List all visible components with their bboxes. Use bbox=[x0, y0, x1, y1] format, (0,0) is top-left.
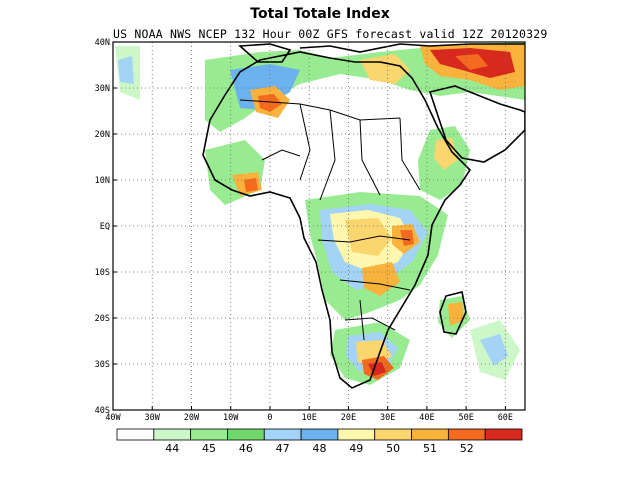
lon-tick-label: 50E bbox=[458, 413, 473, 423]
border-9 bbox=[359, 299, 365, 341]
border-4 bbox=[359, 119, 381, 196]
lon-tick-label: 20E bbox=[341, 413, 356, 423]
lat-tick-label: 20N bbox=[95, 130, 110, 140]
colorbar-swatch bbox=[153, 428, 192, 441]
colorbar-label: 45 bbox=[202, 442, 216, 455]
arabia-coast bbox=[428, 85, 525, 163]
lon-tick-label: 20W bbox=[184, 413, 200, 423]
colorbar-swatch bbox=[484, 428, 523, 441]
colorbar-label: 47 bbox=[276, 442, 290, 455]
colorbar-label: 50 bbox=[386, 442, 400, 455]
lat-tick-label: 20S bbox=[95, 314, 110, 324]
map-title: Total Totale Index bbox=[250, 6, 390, 22]
border-6 bbox=[317, 235, 411, 243]
lat-tick-label: 10S bbox=[95, 268, 110, 278]
lon-tick-label: 40W bbox=[105, 413, 121, 423]
lon-tick-label: 0 bbox=[267, 413, 272, 423]
field-blue-sw bbox=[480, 334, 508, 366]
lon-tick-label: 10E bbox=[302, 413, 317, 423]
field-red-wa bbox=[244, 178, 258, 192]
field-orange-mg bbox=[448, 302, 464, 326]
grid-lines bbox=[113, 42, 525, 410]
colorbar-swatch bbox=[374, 428, 412, 441]
lon-tick-label: 30E bbox=[380, 413, 395, 423]
madagascar-coast bbox=[439, 291, 467, 335]
colorbar-label: 49 bbox=[349, 442, 363, 455]
colorbar-swatch bbox=[337, 428, 376, 441]
colorbar-swatch bbox=[116, 428, 155, 441]
africa-coastline bbox=[202, 51, 472, 389]
lon-tick-label: 40E bbox=[419, 413, 434, 423]
colorbar: 44 45 46 47 48 49 50 51 52 bbox=[116, 428, 523, 455]
lon-tick-label: 30W bbox=[145, 413, 161, 423]
iberia-coast bbox=[238, 43, 292, 63]
lat-tick-label: 10N bbox=[95, 176, 110, 186]
colorbar-label: 44 bbox=[165, 442, 179, 455]
lat-tick-label: 30N bbox=[95, 84, 110, 94]
colorbar-swatch bbox=[190, 428, 228, 441]
colorbar-label: 48 bbox=[313, 442, 327, 455]
lat-axis: 40N 30N 20N 10N EQ 10S 20S 30S 40S bbox=[95, 38, 117, 416]
colorbar-label: 52 bbox=[460, 442, 474, 455]
colorbar-swatch bbox=[447, 428, 486, 441]
field-orange-ca2 bbox=[362, 262, 400, 296]
field-red-ca bbox=[400, 230, 414, 246]
field-yellow2-ca bbox=[345, 218, 392, 256]
colorbar-label: 46 bbox=[239, 442, 253, 455]
lon-tick-label: 60E bbox=[498, 413, 513, 423]
colorbar-swatch bbox=[263, 428, 302, 441]
colorbar-label: 51 bbox=[423, 442, 437, 455]
colorbar-swatch bbox=[227, 428, 265, 441]
field-blue2 bbox=[118, 56, 134, 84]
lon-tick-label: 10W bbox=[223, 413, 239, 423]
map-subtitle: US NOAA NWS NCEP 132 Hour 00Z GFS foreca… bbox=[113, 27, 548, 41]
mediterranean-north bbox=[299, 43, 525, 53]
lat-tick-label: 40S bbox=[95, 406, 110, 416]
border-2 bbox=[299, 103, 401, 121]
colorbar-swatch bbox=[300, 428, 339, 441]
coastlines bbox=[202, 43, 525, 389]
border-3 bbox=[319, 109, 336, 201]
border-7 bbox=[339, 279, 411, 291]
field-orange-ne2 bbox=[455, 54, 488, 70]
border-10 bbox=[261, 149, 301, 161]
lat-tick-label: EQ bbox=[100, 222, 110, 232]
lat-tick-label: 40N bbox=[95, 38, 110, 48]
colorbar-swatch bbox=[411, 428, 449, 441]
lat-tick-label: 30S bbox=[95, 360, 110, 370]
fields-layer bbox=[115, 42, 525, 385]
lon-axis: 40W 30W 20W 10W 0 10E 20E 30E 40E 50E 60E bbox=[105, 406, 513, 423]
field-blue bbox=[230, 64, 300, 110]
